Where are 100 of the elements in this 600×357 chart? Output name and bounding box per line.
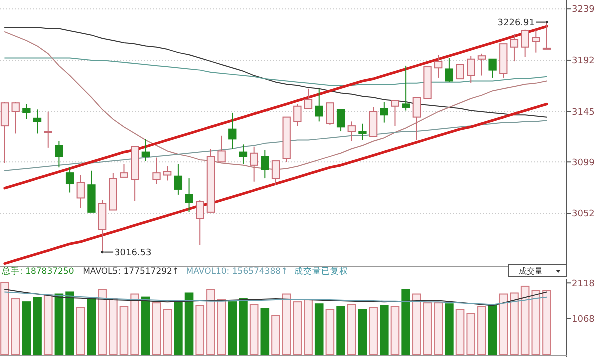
y-tick-label: 3239 — [572, 5, 596, 16]
candlestick — [412, 97, 421, 141]
candlestick — [488, 58, 497, 78]
candlestick — [228, 112, 237, 150]
bar — [456, 309, 465, 356]
bar — [11, 298, 20, 356]
candlestick — [261, 150, 270, 180]
candlestick — [456, 64, 464, 80]
bar — [44, 294, 53, 356]
y-tick-label: 3099 — [572, 158, 596, 168]
candlestick — [66, 167, 74, 194]
bar — [87, 298, 96, 356]
candlestick — [76, 174, 85, 209]
candlestick — [304, 88, 313, 110]
bar — [142, 296, 150, 356]
candlestick — [510, 34, 519, 62]
candlestick — [402, 65, 410, 112]
candlestick — [120, 164, 128, 178]
candlestick — [521, 29, 530, 58]
bar — [402, 289, 410, 356]
bar — [282, 294, 292, 356]
candlestick — [12, 102, 20, 134]
text: 成交量 — [519, 267, 543, 276]
bar — [184, 292, 194, 356]
candlestick — [142, 138, 150, 162]
bar — [380, 305, 389, 356]
candlestick — [336, 109, 346, 132]
bar — [76, 307, 86, 356]
candlestick — [445, 58, 454, 83]
bar — [369, 307, 378, 356]
bar — [66, 292, 74, 356]
bar — [466, 313, 476, 356]
candlestick — [55, 140, 64, 168]
candlestick — [185, 178, 194, 213]
bar — [510, 292, 519, 356]
bar — [314, 304, 324, 356]
bar — [326, 309, 335, 356]
candlestick — [164, 166, 172, 182]
candlestick — [152, 157, 161, 185]
candlestick — [174, 164, 183, 196]
bar — [130, 294, 140, 356]
candlestick — [218, 135, 226, 163]
candlestick — [542, 22, 552, 50]
y-tick-label: 3052 — [572, 210, 595, 220]
candlestick — [434, 54, 443, 78]
bar — [434, 302, 444, 356]
bar — [163, 309, 172, 356]
candlestick — [239, 144, 248, 165]
bar — [520, 286, 530, 356]
line-series — [4, 120, 548, 172]
y-tick-label: 2118 — [572, 279, 596, 290]
bar — [174, 300, 183, 356]
bar — [390, 306, 400, 356]
candlestick — [196, 200, 204, 246]
bar — [272, 315, 280, 356]
bar — [33, 298, 42, 356]
y-tick-label: 3145 — [572, 108, 595, 118]
annotation: 3226.91 — [498, 18, 535, 28]
candlestick — [326, 102, 334, 126]
line-series — [4, 27, 548, 118]
bar — [304, 300, 313, 356]
bar — [478, 306, 486, 356]
candlestick — [467, 56, 476, 84]
candlestick — [0, 102, 10, 164]
bar — [336, 306, 346, 356]
line-series — [4, 58, 548, 86]
bar — [488, 305, 498, 356]
bar — [120, 306, 129, 356]
text: MAVOL10: 156574388↑ — [186, 267, 288, 277]
bar — [196, 305, 205, 356]
bar — [239, 298, 248, 356]
bar — [260, 308, 270, 356]
candlestick — [272, 160, 280, 186]
bar — [412, 294, 422, 356]
annotation: 3016.53 — [114, 248, 152, 258]
bar — [423, 302, 432, 356]
candlestick — [315, 88, 324, 122]
bar — [206, 289, 216, 356]
y-tick-label: 1068 — [572, 314, 596, 325]
candlestick — [33, 109, 42, 134]
candlestick — [532, 29, 540, 54]
bar — [152, 302, 162, 356]
bar — [217, 300, 226, 356]
candlestick — [391, 100, 400, 127]
candlestick — [380, 102, 388, 124]
line-series — [4, 25, 548, 190]
bar — [228, 302, 238, 356]
bar — [0, 282, 10, 356]
candlestick — [44, 111, 52, 148]
candlestick — [348, 121, 356, 142]
candlestick — [478, 53, 486, 76]
bar — [293, 302, 302, 356]
bar — [499, 294, 508, 356]
candlestick — [22, 104, 31, 120]
text: MAVOL5: 177517292↑ — [83, 267, 180, 277]
y-tick-label: 3192 — [572, 56, 595, 67]
candlestick — [250, 146, 258, 182]
bar — [109, 298, 118, 356]
text: 成交量已复权 — [294, 266, 349, 277]
bar — [98, 289, 107, 356]
